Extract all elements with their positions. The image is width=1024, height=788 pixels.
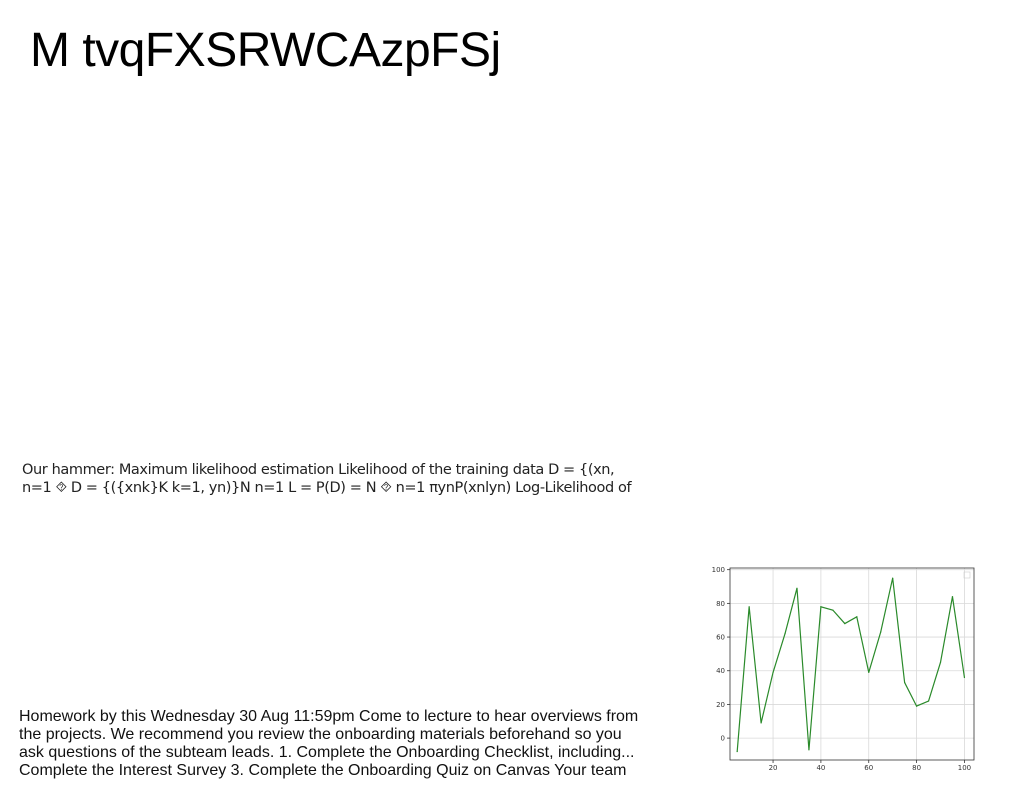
data-point — [748, 606, 750, 608]
y-tick-label: 20 — [716, 701, 725, 709]
line-chart-svg: 20 40 60 80 100 0 20 40 60 80 100 — [712, 566, 975, 772]
text-line: Our hammer: Maximum likelihood estimatio… — [22, 462, 615, 478]
data-point — [772, 671, 774, 674]
data-point — [939, 661, 942, 663]
y-tick-label: 100 — [712, 566, 725, 574]
series-line — [736, 577, 966, 752]
text-line: ask questions of the subteam leads. 1. C… — [19, 744, 635, 761]
plot-frame — [729, 567, 975, 761]
text-snippet-homework: Homework by this Wednesday 30 Aug 11:59p… — [19, 708, 659, 780]
page-title: M tvqFXSRWCAzpFSj — [30, 24, 501, 77]
data-point — [904, 681, 906, 684]
data-point — [796, 587, 798, 589]
data-point — [927, 700, 930, 702]
x-tick-label: 40 — [816, 764, 825, 772]
data-point — [880, 631, 882, 633]
y-tick-label: 40 — [716, 667, 725, 675]
data-point — [963, 676, 966, 679]
data-point — [868, 671, 870, 674]
data-point — [844, 622, 846, 625]
data-point — [951, 596, 954, 598]
x-tick-label: 100 — [958, 764, 971, 772]
y-tick-label: 0 — [721, 735, 725, 743]
data-point — [820, 606, 822, 608]
data-point — [760, 722, 762, 724]
data-point — [915, 705, 918, 707]
text-snippet-likelihood: Our hammer: Maximum likelihood estimatio… — [22, 461, 662, 497]
text-line: Homework by this Wednesday 30 Aug 11:59p… — [19, 708, 639, 725]
x-tick-label: 20 — [769, 764, 778, 772]
data-point — [856, 616, 858, 618]
text-line: n=1 ⯑ D = {({xnk}K k=1, yn)}N n=1 L = P(… — [22, 480, 632, 496]
plot-area — [730, 568, 974, 760]
data-point — [736, 750, 738, 753]
data-point — [832, 609, 834, 611]
text-line: Complete the Interest Survey 3. Complete… — [19, 762, 627, 779]
data-point — [784, 633, 786, 635]
data-point — [808, 749, 810, 751]
x-tick-label: 80 — [912, 764, 921, 772]
y-tick-label: 60 — [716, 634, 725, 642]
text-line: the projects. We recommend you review th… — [19, 726, 622, 743]
line-chart: 20 40 60 80 100 0 20 40 60 80 100 — [700, 560, 980, 775]
legend-box — [963, 571, 971, 579]
data-point — [892, 577, 894, 579]
x-tick-label: 60 — [864, 764, 873, 772]
y-tick-label: 80 — [716, 600, 725, 608]
